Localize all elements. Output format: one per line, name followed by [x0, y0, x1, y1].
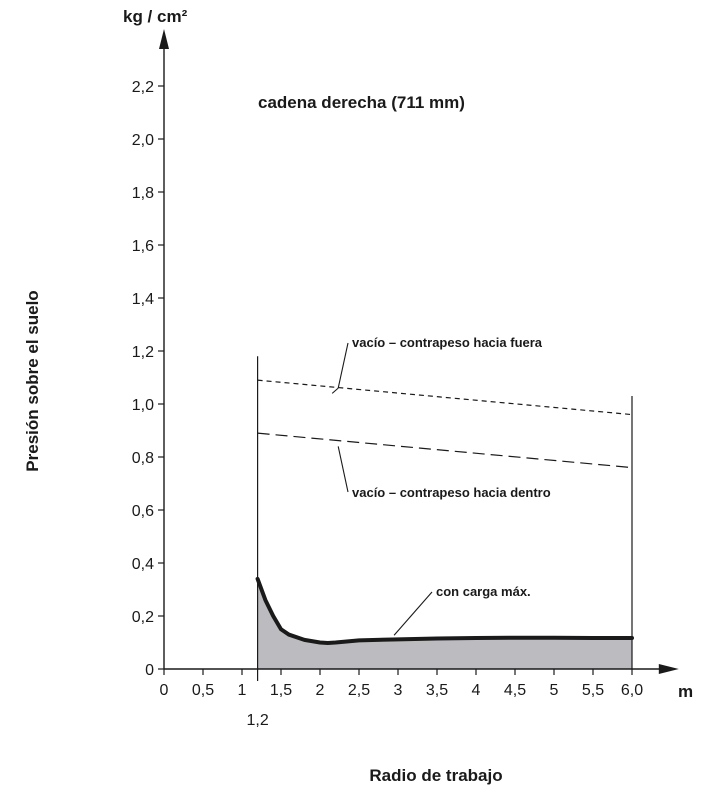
y-tick-label: 0	[145, 662, 154, 679]
y-axis-arrow	[159, 29, 169, 49]
x-tick-label: 1,5	[270, 682, 292, 699]
series-line-max-load	[255, 576, 634, 646]
x-axis-arrow	[658, 664, 679, 674]
x-tick-label: 4,5	[504, 682, 526, 699]
y-tick-label: 0,2	[132, 609, 154, 626]
x-tick-label: 5	[550, 682, 559, 699]
x-unit-label: m	[678, 682, 693, 701]
series-label-inward: vacío – contrapeso hacia dentro	[352, 485, 551, 500]
x-tick-label: 1	[238, 682, 247, 699]
y-tick-label: 1,2	[132, 344, 154, 361]
y-axis-title: Presión sobre el suelo	[23, 290, 42, 471]
y-tick-label: 2,2	[132, 79, 154, 96]
chart-title: cadena derecha (711 mm)	[258, 93, 465, 112]
x-axis-title: Radio de trabajo	[369, 766, 502, 785]
x-tick-label: 3,5	[426, 682, 448, 699]
y-tick-label: 1,8	[132, 185, 154, 202]
y-tick-label: 1,6	[132, 238, 154, 255]
max-load-area	[257, 578, 632, 669]
series-line-inward	[257, 432, 633, 469]
leader-outward	[337, 342, 349, 389]
y-tick-label: 1,0	[132, 397, 154, 414]
leader-outward-end	[331, 387, 339, 394]
x-tick-label: 2,5	[348, 682, 370, 699]
y-tick-label: 0,4	[132, 556, 154, 573]
series-label-max-load: con carga máx.	[436, 584, 531, 599]
x-tick-label: 0	[160, 682, 169, 699]
series-label-outward: vacío – contrapeso hacia fuera	[352, 335, 543, 350]
y-tick-label: 1,4	[132, 291, 154, 308]
leader-inward	[337, 446, 349, 493]
x-tick-label: 3	[394, 682, 403, 699]
x-extra-tick-label: 1,2	[246, 712, 268, 729]
x-tick-label: 0,5	[192, 682, 214, 699]
series-line-outward	[257, 379, 633, 416]
y-tick-label: 0,6	[132, 503, 154, 520]
x-tick-label: 5,5	[582, 682, 604, 699]
x-tick-label: 2	[316, 682, 325, 699]
y-tick-label: 0,8	[132, 450, 154, 467]
y-tick-label: 2,0	[132, 132, 154, 149]
leader-max-load	[393, 591, 433, 636]
y-unit-label: kg / cm²	[123, 7, 188, 26]
x-tick-label: 6,0	[621, 682, 643, 699]
x-tick-label: 4	[472, 682, 481, 699]
